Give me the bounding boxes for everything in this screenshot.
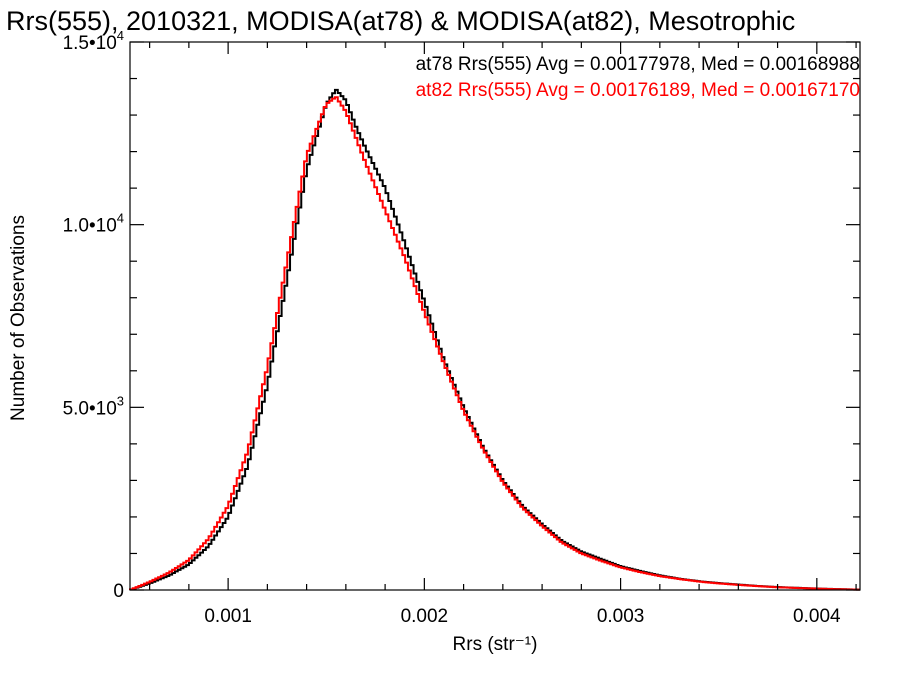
y-tick-mantissa: 1.5•10 (63, 33, 117, 54)
plot-frame (129, 41, 861, 591)
y-tick-label: 1.0•104 (63, 211, 124, 237)
legend-entry-at78: at78 Rrs(555) Avg = 0.00177978, Med = 0.… (416, 54, 860, 75)
y-tick-exponent: 4 (117, 28, 124, 43)
y-tick-label: 5.0•103 (63, 393, 124, 419)
y-tick-exponent: 4 (117, 211, 124, 226)
y-tick-label: 0 (113, 581, 124, 602)
chart-title: Rrs(555), 2010321, MODISA(at78) & MODISA… (6, 6, 795, 36)
y-tick-mantissa: 0 (113, 581, 124, 602)
legend-entry-at82: at82 Rrs(555) Avg = 0.00176189, Med = 0.… (416, 80, 860, 101)
x-tick-label: 0.002 (401, 606, 449, 627)
x-axis-ticks: 0.001 0.002 0.003 0.004 (149, 42, 857, 627)
series-line-0 (129, 88, 860, 591)
y-tick-mantissa: 1.0•10 (63, 216, 117, 237)
x-tick-label: 0.004 (793, 606, 841, 627)
y-tick-label: 1.5•104 (63, 28, 124, 54)
series-layer (129, 88, 860, 591)
y-axis-label: Number of Observations (8, 215, 29, 421)
y-tick-mantissa: 5.0•10 (63, 398, 117, 419)
x-tick-label: 0.001 (204, 606, 252, 627)
series-line-1 (129, 96, 860, 591)
x-tick-label: 0.003 (597, 606, 645, 627)
y-tick-exponent: 3 (117, 393, 124, 408)
x-axis-label: Rrs (str⁻¹) (453, 634, 538, 655)
